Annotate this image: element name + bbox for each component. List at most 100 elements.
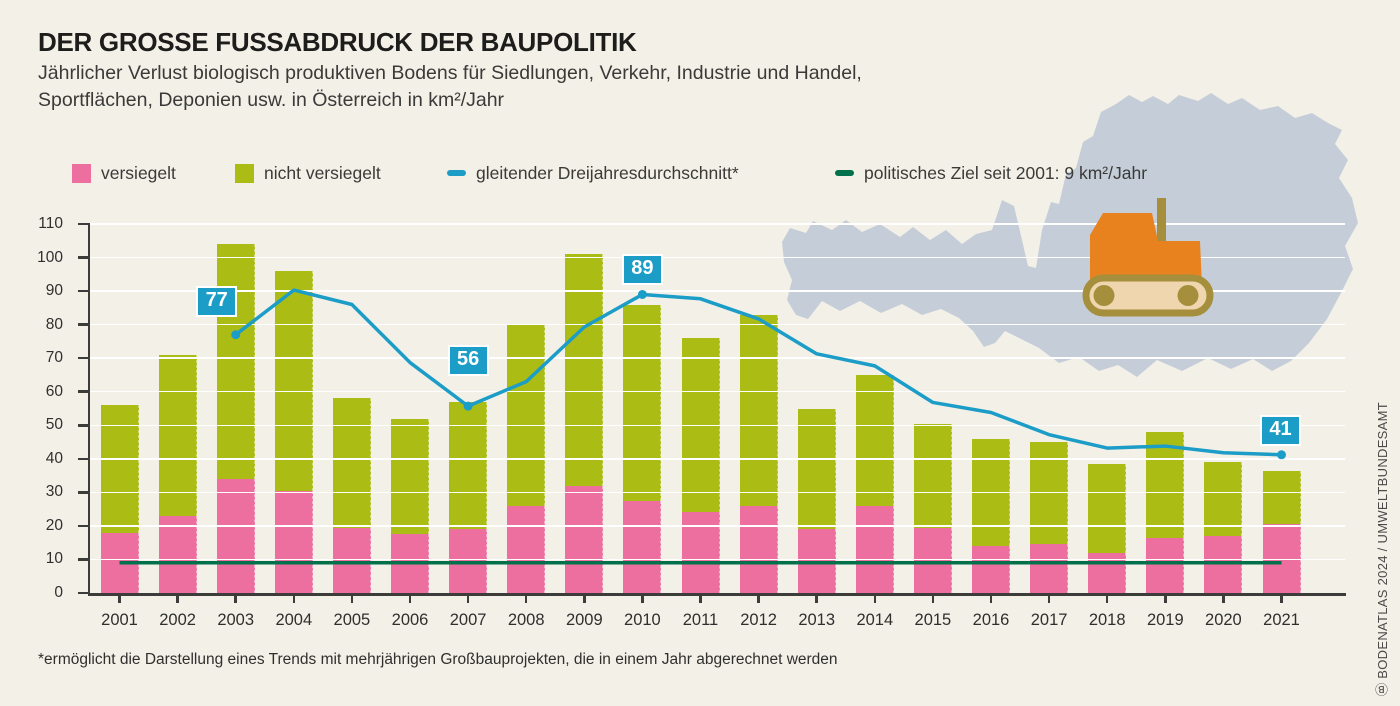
bar-nicht-versiegelt-2001 (100, 405, 139, 533)
x-axis-tick (524, 595, 528, 603)
y-axis-tick (78, 390, 88, 393)
bar-nicht-versiegelt-2002 (158, 354, 197, 516)
bar-nicht-versiegelt-2013 (797, 408, 836, 530)
y-axis-tick (78, 457, 88, 461)
x-axis-tick (1047, 595, 1051, 603)
data-point-2021 (1277, 450, 1286, 460)
x-axis-tick (176, 595, 179, 603)
legend-swatch-political-target (835, 170, 854, 176)
x-axis-label-2016: 2016 (972, 611, 1010, 629)
gridline (88, 290, 1345, 292)
bar-versiegelt-2019 (1146, 537, 1185, 593)
bulldozer-body (1090, 213, 1202, 287)
y-axis-tick (78, 424, 88, 427)
bar-versiegelt-2010 (623, 500, 662, 593)
x-axis-label-2018: 2018 (1088, 611, 1126, 629)
bar-versiegelt-2015 (913, 527, 952, 593)
legend-label-nicht-versiegelt: nicht versiegelt (264, 162, 381, 183)
bulldozer-icon (1082, 198, 1214, 317)
y-axis-label: 20 (45, 516, 63, 534)
x-axis-label-2017: 2017 (1030, 611, 1068, 629)
x-axis-label-2015: 2015 (914, 611, 952, 629)
legend-item-moving-average: gleitender Dreijahresdurchschnitt* (447, 163, 739, 183)
bar-versiegelt-2005 (332, 527, 371, 593)
y-axis-tick (78, 591, 88, 595)
bar-nicht-versiegelt-2005 (332, 398, 371, 528)
y-axis-line (87, 223, 90, 596)
y-axis-tick (78, 524, 88, 528)
y-axis-label: 50 (45, 416, 63, 434)
bulldozer-wheel-left (1093, 285, 1115, 306)
gridline (88, 491, 1345, 494)
x-axis-label-2008: 2008 (507, 611, 545, 629)
gridline (88, 424, 1345, 427)
bar-versiegelt-2008 (507, 505, 546, 593)
x-axis-tick (931, 595, 935, 603)
gridline (88, 558, 1345, 561)
y-axis-tick (78, 289, 88, 293)
data-point-2007 (463, 401, 473, 411)
x-axis-label-2020: 2020 (1205, 611, 1242, 629)
x-axis-tick (583, 595, 586, 603)
x-axis-label-2013: 2013 (798, 611, 836, 629)
gridline (88, 323, 1345, 326)
footnote: *ermöglicht die Darstellung eines Trends… (38, 651, 838, 668)
page-title: DER GROSSE FUSSABDRUCK DER BAUPOLITIK (38, 27, 637, 57)
x-axis-label-2003: 2003 (217, 611, 255, 629)
attribution: Ⓑ BODENATLAS 2024 / UMWELTBUNDESAMT (1375, 402, 1390, 696)
y-axis-label: 110 (38, 215, 63, 232)
bar-versiegelt-2014 (855, 505, 894, 593)
bar-nicht-versiegelt-2006 (391, 418, 429, 535)
legend-label-political-target: politisches Ziel seit 2001: 9 km²/Jahr (864, 162, 1148, 183)
x-axis-tick (234, 595, 237, 603)
y-axis-tick (78, 356, 88, 360)
x-axis-tick (350, 595, 354, 603)
x-axis-tick (815, 595, 818, 603)
x-axis-label-2014: 2014 (856, 611, 894, 629)
annotation-2003: 77 (196, 286, 238, 318)
bar-versiegelt-2003 (216, 478, 255, 593)
y-axis-tick (78, 558, 88, 561)
bar-nicht-versiegelt-2020 (1204, 462, 1243, 536)
x-axis-tick (408, 595, 412, 603)
x-axis-tick (1222, 595, 1225, 603)
x-axis-tick (466, 595, 470, 603)
legend-label-versiegelt: versiegelt (101, 162, 176, 183)
x-axis-tick (873, 595, 877, 603)
x-axis-label-2021: 2021 (1263, 611, 1300, 629)
y-axis-label: 10 (45, 550, 63, 568)
bar-nicht-versiegelt-2014 (855, 374, 894, 506)
x-axis-tick (1164, 595, 1167, 603)
x-axis-label-2010: 2010 (624, 611, 661, 629)
legend-item-versiegelt: versiegelt (72, 163, 176, 183)
annotation-2021: 41 (1260, 415, 1301, 447)
bar-nicht-versiegelt-2010 (623, 304, 662, 501)
x-axis-tick (1105, 595, 1109, 603)
bar-nicht-versiegelt-2012 (739, 314, 778, 506)
page-subtitle-line1: Jährlicher Verlust biologisch produktive… (38, 62, 862, 84)
bulldozer-track (1082, 274, 1214, 317)
x-axis-label-2007: 2007 (449, 611, 487, 629)
bar-nicht-versiegelt-2003 (216, 244, 255, 479)
x-axis-label-2002: 2002 (159, 611, 196, 629)
bar-versiegelt-2017 (1030, 544, 1069, 593)
x-axis-tick (641, 595, 644, 603)
y-axis-label: 40 (45, 449, 63, 467)
y-axis-label: 80 (45, 315, 63, 333)
legend-item-nicht-versiegelt: nicht versiegelt (235, 163, 381, 183)
bar-nicht-versiegelt-2015 (913, 423, 952, 528)
x-axis-label-2019: 2019 (1146, 611, 1184, 629)
legend-swatch-moving-average (447, 170, 466, 176)
y-axis-label: 60 (45, 382, 63, 400)
y-axis-label: 70 (45, 349, 63, 367)
gridline (88, 458, 1345, 460)
bar-versiegelt-2004 (274, 490, 313, 593)
x-axis-label-2012: 2012 (740, 611, 777, 629)
x-axis-tick (989, 595, 993, 603)
moving-average-line (233, 288, 1284, 457)
data-point-2010 (637, 289, 647, 299)
bar-versiegelt-2016 (972, 546, 1010, 593)
legend-label-moving-average: gleitender Dreijahresdurchschnitt* (476, 162, 739, 183)
